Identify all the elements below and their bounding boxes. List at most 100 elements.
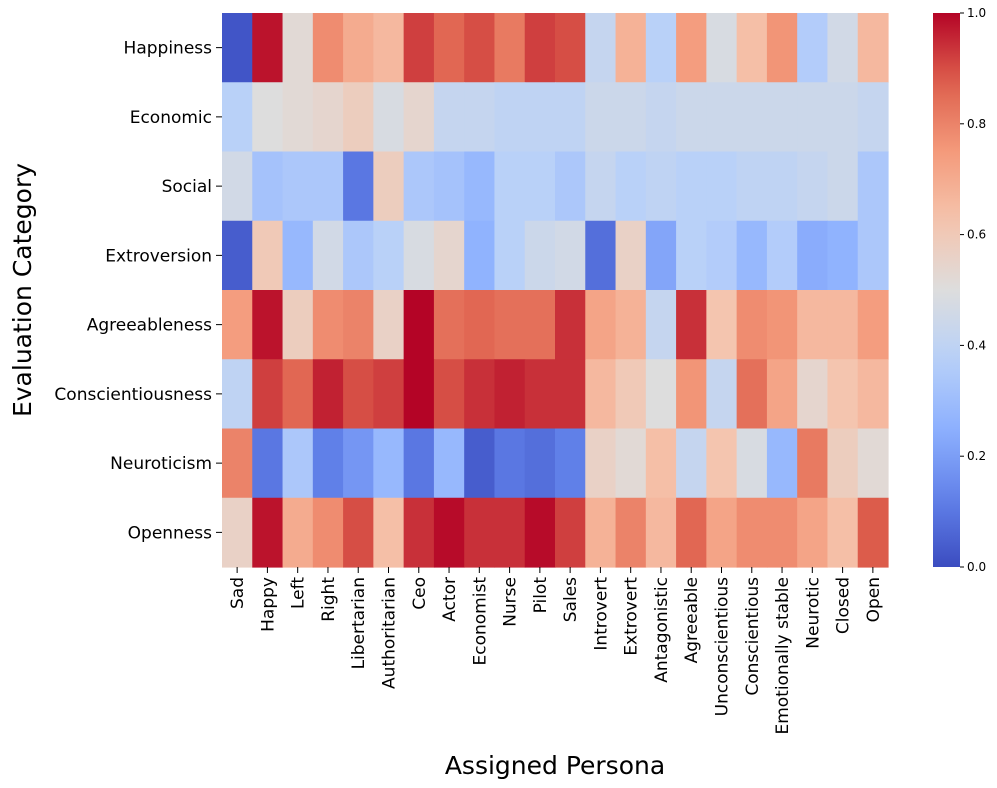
heatmap-cells	[222, 13, 889, 568]
heatmap-cell	[736, 82, 768, 153]
heatmap-cell	[373, 428, 405, 499]
heatmap-cell	[585, 13, 617, 83]
heatmap-cell	[282, 290, 314, 360]
heatmap-cell	[403, 359, 435, 430]
x-tick-label: Open	[864, 577, 884, 622]
heatmap-cell	[222, 82, 253, 153]
heatmap-cell	[766, 497, 798, 568]
heatmap-cell	[766, 290, 798, 360]
heatmap-cell	[827, 151, 859, 222]
heatmap-cell	[494, 497, 526, 568]
heatmap-cell	[615, 428, 647, 499]
x-tick-label: Sad	[228, 577, 248, 609]
heatmap-cell	[373, 220, 405, 291]
x-tick-label: Unconscientious	[713, 577, 733, 716]
heatmap-cell	[857, 82, 889, 153]
heatmap-cell	[555, 220, 586, 291]
heatmap-cell	[797, 151, 829, 222]
heatmap-cell	[252, 290, 284, 360]
heatmap-cell	[615, 151, 647, 222]
heatmap-cell	[645, 359, 677, 430]
colorbar-tick-label: 1.0	[967, 6, 986, 20]
x-tick-label: Closed	[834, 577, 854, 634]
heatmap-cell	[555, 290, 586, 360]
heatmap-cell	[615, 220, 647, 291]
heatmap-cell	[373, 82, 405, 153]
heatmap-cell	[312, 497, 344, 568]
heatmap-cell	[827, 290, 859, 360]
x-axis-title: Assigned Persona	[445, 751, 665, 780]
heatmap-cell	[524, 428, 556, 499]
heatmap-cell	[645, 428, 677, 499]
heatmap-cell	[494, 428, 526, 499]
heatmap-cell	[797, 359, 829, 430]
y-tick-label: Economic	[130, 108, 212, 128]
heatmap-cell	[766, 428, 798, 499]
heatmap-cell	[706, 428, 738, 499]
heatmap-cell	[676, 497, 707, 568]
heatmap-cell	[343, 151, 374, 222]
heatmap-cell	[222, 220, 253, 291]
heatmap-cell	[494, 151, 526, 222]
x-tick-label: Ceo	[410, 577, 430, 610]
heatmap-cell	[524, 13, 556, 83]
heatmap-cell	[312, 290, 344, 360]
heatmap-cell	[797, 13, 829, 83]
heatmap-cell	[403, 13, 435, 83]
heatmap-cell	[343, 497, 374, 568]
heatmap-cell	[524, 290, 556, 360]
heatmap-cell	[252, 497, 284, 568]
x-tick-label: Right	[319, 577, 339, 622]
heatmap-cell	[222, 151, 253, 222]
colorbar-tick-label: 0.0	[967, 560, 986, 574]
x-tick-label: Actor	[440, 577, 460, 622]
heatmap-cell	[312, 151, 344, 222]
heatmap-cell	[676, 82, 707, 153]
heatmap-cell	[343, 359, 374, 430]
heatmap-cell	[645, 497, 677, 568]
colorbar-tick-label: 0.4	[967, 338, 986, 352]
heatmap-cell	[433, 82, 465, 153]
heatmap-cell	[343, 13, 374, 83]
heatmap-cell	[373, 290, 405, 360]
heatmap-cell	[736, 497, 768, 568]
heatmap-cell	[555, 359, 586, 430]
heatmap-cell	[524, 82, 556, 153]
heatmap-cell	[433, 497, 465, 568]
heatmap-cell	[676, 13, 707, 83]
heatmap-cell	[797, 82, 829, 153]
y-tick-label: Openness	[128, 523, 212, 543]
heatmap-cell	[464, 359, 496, 430]
heatmap-cell	[827, 82, 859, 153]
heatmap-cell	[403, 220, 435, 291]
heatmap-cell	[585, 428, 617, 499]
heatmap-cell	[464, 151, 496, 222]
heatmap-cell	[433, 428, 465, 499]
x-tick-label: Economist	[470, 577, 490, 666]
y-axis-title: Evaluation Category	[8, 163, 37, 417]
heatmap-cell	[282, 82, 314, 153]
heatmap-cell	[524, 151, 556, 222]
heatmap-cell	[555, 13, 586, 83]
heatmap-cell	[464, 290, 496, 360]
y-tick-label: Extroversion	[105, 246, 212, 266]
heatmap-cell	[736, 359, 768, 430]
heatmap-cell	[615, 82, 647, 153]
heatmap-cell	[706, 13, 738, 83]
heatmap-cell	[282, 497, 314, 568]
heatmap-cell	[222, 290, 253, 360]
heatmap-cell	[222, 497, 253, 568]
x-tick-label: Sales	[561, 577, 581, 622]
heatmap-cell	[373, 359, 405, 430]
heatmap-cell	[736, 290, 768, 360]
heatmap-cell	[373, 151, 405, 222]
heatmap-cell	[555, 497, 586, 568]
heatmap-cell	[797, 497, 829, 568]
heatmap-cell	[343, 82, 374, 153]
heatmap-cell	[373, 497, 405, 568]
heatmap-cell	[555, 82, 586, 153]
heatmap-cell	[676, 151, 707, 222]
heatmap-cell	[494, 82, 526, 153]
heatmap-cell	[857, 290, 889, 360]
heatmap-cell	[797, 290, 829, 360]
